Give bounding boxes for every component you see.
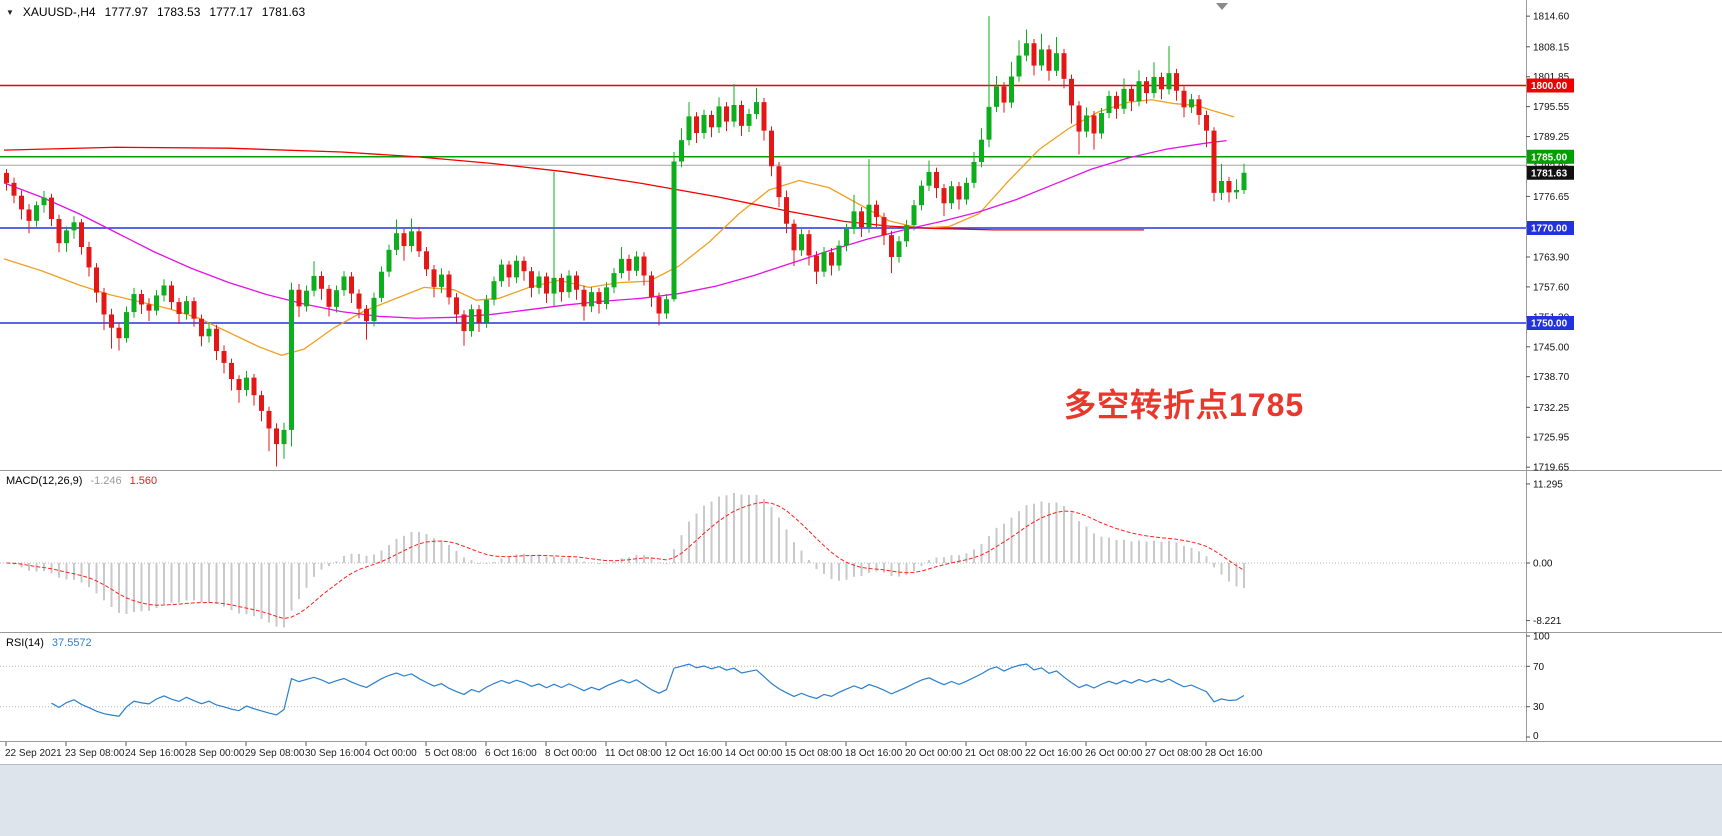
time-axis[interactable]: 22 Sep 2021 23 Sep 08:00 24 Sep 16:00 28 Se… (5, 742, 1263, 759)
time-axis-label: 30 Sep 16:00 (305, 748, 365, 759)
time-axis-label: 11 Oct 08:00 (605, 748, 662, 759)
macd-axis[interactable]: 11.295 0.00 -8.221 (1526, 479, 1563, 627)
time-axis-label: 21 Oct 08:00 (965, 748, 1023, 759)
macd-indicator-name: MACD(12,26,9) (6, 475, 83, 487)
price-axis-label: 1745.00 (1533, 342, 1570, 353)
bar-low: 1777.17 (209, 5, 253, 19)
svg-text:1800.00: 1800.00 (1531, 81, 1568, 92)
price-tag-1770.00: 1770.00 (1527, 221, 1574, 235)
panel-separators (0, 0, 1722, 742)
macd-axis-label: 0.00 (1533, 559, 1553, 570)
price-axis-label: 1789.25 (1533, 132, 1570, 143)
macd-histogram (13, 493, 1245, 628)
time-axis-label: 15 Oct 08:00 (785, 748, 843, 759)
macd-main-value: -1.246 (90, 475, 122, 487)
price-axis-label: 1738.70 (1533, 372, 1570, 383)
time-axis-label: 23 Sep 08:00 (65, 748, 125, 759)
time-axis-label: 18 Oct 16:00 (845, 748, 903, 759)
bar-open: 1777.97 (104, 5, 148, 19)
price-axis-label: 1776.65 (1533, 192, 1570, 203)
price-tag-1800.00: 1800.00 (1527, 78, 1574, 93)
rsi-axis-label: 0 (1533, 731, 1539, 742)
price-axis-label: 1725.95 (1533, 433, 1570, 444)
price-axis-label: 1808.15 (1533, 42, 1570, 53)
current-price-tag: 1781.63 (1527, 165, 1574, 180)
price-tag-1785.00: 1785.00 (1527, 149, 1574, 164)
price-axis-label: 1757.60 (1533, 282, 1570, 293)
chart-shift-marker-icon[interactable] (1216, 3, 1228, 10)
chart-annotation: 多空转折点1785 (1064, 387, 1305, 423)
macd-axis-label: -8.221 (1533, 616, 1562, 627)
symbol-timeframe: XAUUSD-,H4 (22, 5, 96, 19)
price-axis-label: 1801.85 (1533, 72, 1570, 83)
rsi-axis-label: 70 (1533, 662, 1545, 673)
time-axis-label: 20 Oct 00:00 (905, 748, 963, 759)
ma-slow-red (3, 146, 1144, 231)
time-axis-label: 12 Oct 16:00 (665, 748, 723, 759)
time-axis-label: 4 Oct 00:00 (365, 748, 417, 759)
price-tag-1750.00: 1750.00 (1527, 316, 1574, 330)
bar-high: 1783.53 (157, 5, 201, 19)
bottom-strip (0, 764, 1722, 836)
rsi-axis-label: 30 (1533, 702, 1545, 713)
rsi-line (51, 663, 1245, 717)
rsi-axis-label: 100 (1533, 632, 1550, 643)
candles (4, 16, 1247, 467)
bar-close: 1781.63 (261, 5, 306, 19)
rsi-axis[interactable]: 100 70 30 0 (1526, 632, 1550, 743)
time-axis-label: 8 Oct 00:00 (545, 748, 597, 759)
macd-axis-label: 11.295 (1533, 479, 1563, 490)
time-axis-label: 24 Sep 16:00 (125, 748, 185, 759)
time-axis-label: 29 Sep 08:00 (245, 748, 305, 759)
rsi-value: 37.5572 (51, 637, 92, 649)
price-axis-label: 1732.25 (1533, 403, 1570, 414)
svg-text:1770.00: 1770.00 (1531, 224, 1568, 235)
rsi-label: RSI(14) 37.5572 (6, 637, 92, 649)
svg-text:1750.00: 1750.00 (1531, 319, 1568, 330)
ma-mid-magenta (3, 139, 1227, 319)
price-axis-label: 1719.65 (1533, 463, 1570, 474)
time-axis-label: 26 Oct 00:00 (1085, 748, 1143, 759)
time-axis-label: 27 Oct 08:00 (1145, 748, 1203, 759)
macd-label: MACD(12,26,9) -1.246 1.560 (6, 475, 157, 487)
time-axis-label: 14 Oct 00:00 (725, 748, 783, 759)
rsi-indicator-name: RSI(14) (6, 637, 44, 649)
ma-fast-orange (3, 99, 1235, 356)
time-axis-label: 22 Sep 2021 (5, 748, 62, 759)
price-axis-label: 1795.55 (1533, 102, 1570, 113)
price-axis-label: 1814.60 (1533, 12, 1570, 23)
svg-text:1781.63: 1781.63 (1531, 168, 1568, 179)
symbol-dropdown-icon[interactable]: ▼ (6, 7, 14, 17)
time-axis-label: 6 Oct 16:00 (485, 748, 537, 759)
time-axis-label: 22 Oct 16:00 (1025, 748, 1083, 759)
time-axis-label: 5 Oct 08:00 (425, 748, 477, 759)
time-axis-label: 28 Oct 16:00 (1205, 748, 1263, 759)
horizontal-levels (0, 84, 1526, 324)
svg-text:1785.00: 1785.00 (1531, 152, 1568, 163)
moving-averages (3, 99, 1235, 356)
price-axis-label: 1763.90 (1533, 252, 1570, 263)
chart-header: ▼ XAUUSD-,H4 1777.97 1783.53 1777.17 178… (6, 5, 305, 19)
macd-signal-value: 1.560 (129, 475, 158, 487)
time-axis-label: 28 Sep 00:00 (185, 748, 245, 759)
macd-signal-line (6, 501, 1245, 620)
